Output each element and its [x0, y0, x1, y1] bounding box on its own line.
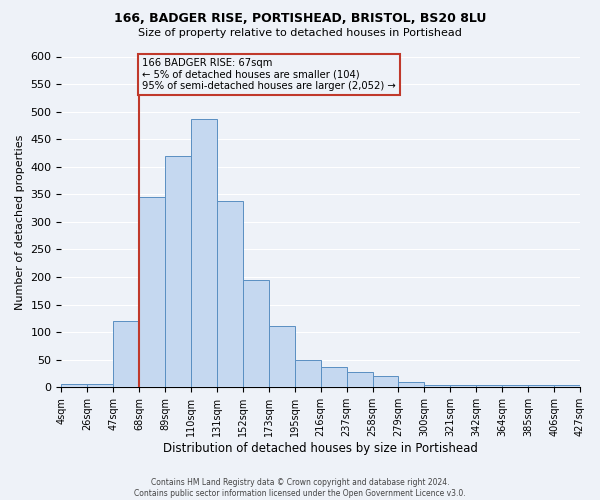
- Text: Size of property relative to detached houses in Portishead: Size of property relative to detached ho…: [138, 28, 462, 38]
- Bar: [554, 385, 580, 388]
- Bar: [321, 368, 347, 388]
- Bar: [502, 385, 528, 388]
- Text: 166 BADGER RISE: 67sqm
← 5% of detached houses are smaller (104)
95% of semi-det: 166 BADGER RISE: 67sqm ← 5% of detached …: [142, 58, 396, 92]
- Bar: [451, 385, 476, 388]
- X-axis label: Distribution of detached houses by size in Portishead: Distribution of detached houses by size …: [163, 442, 478, 455]
- Bar: [398, 382, 424, 388]
- Bar: [269, 326, 295, 388]
- Bar: [528, 385, 554, 388]
- Text: 166, BADGER RISE, PORTISHEAD, BRISTOL, BS20 8LU: 166, BADGER RISE, PORTISHEAD, BRISTOL, B…: [114, 12, 486, 26]
- Text: Contains HM Land Registry data © Crown copyright and database right 2024.
Contai: Contains HM Land Registry data © Crown c…: [134, 478, 466, 498]
- Bar: [373, 376, 398, 388]
- Bar: [217, 201, 243, 388]
- Bar: [139, 197, 165, 388]
- Bar: [424, 385, 451, 388]
- Bar: [243, 280, 269, 388]
- Bar: [113, 321, 139, 388]
- Bar: [61, 384, 88, 388]
- Bar: [165, 156, 191, 388]
- Bar: [347, 372, 373, 388]
- Bar: [88, 384, 113, 388]
- Bar: [476, 385, 502, 388]
- Bar: [191, 119, 217, 388]
- Y-axis label: Number of detached properties: Number of detached properties: [15, 134, 25, 310]
- Bar: [295, 360, 321, 388]
